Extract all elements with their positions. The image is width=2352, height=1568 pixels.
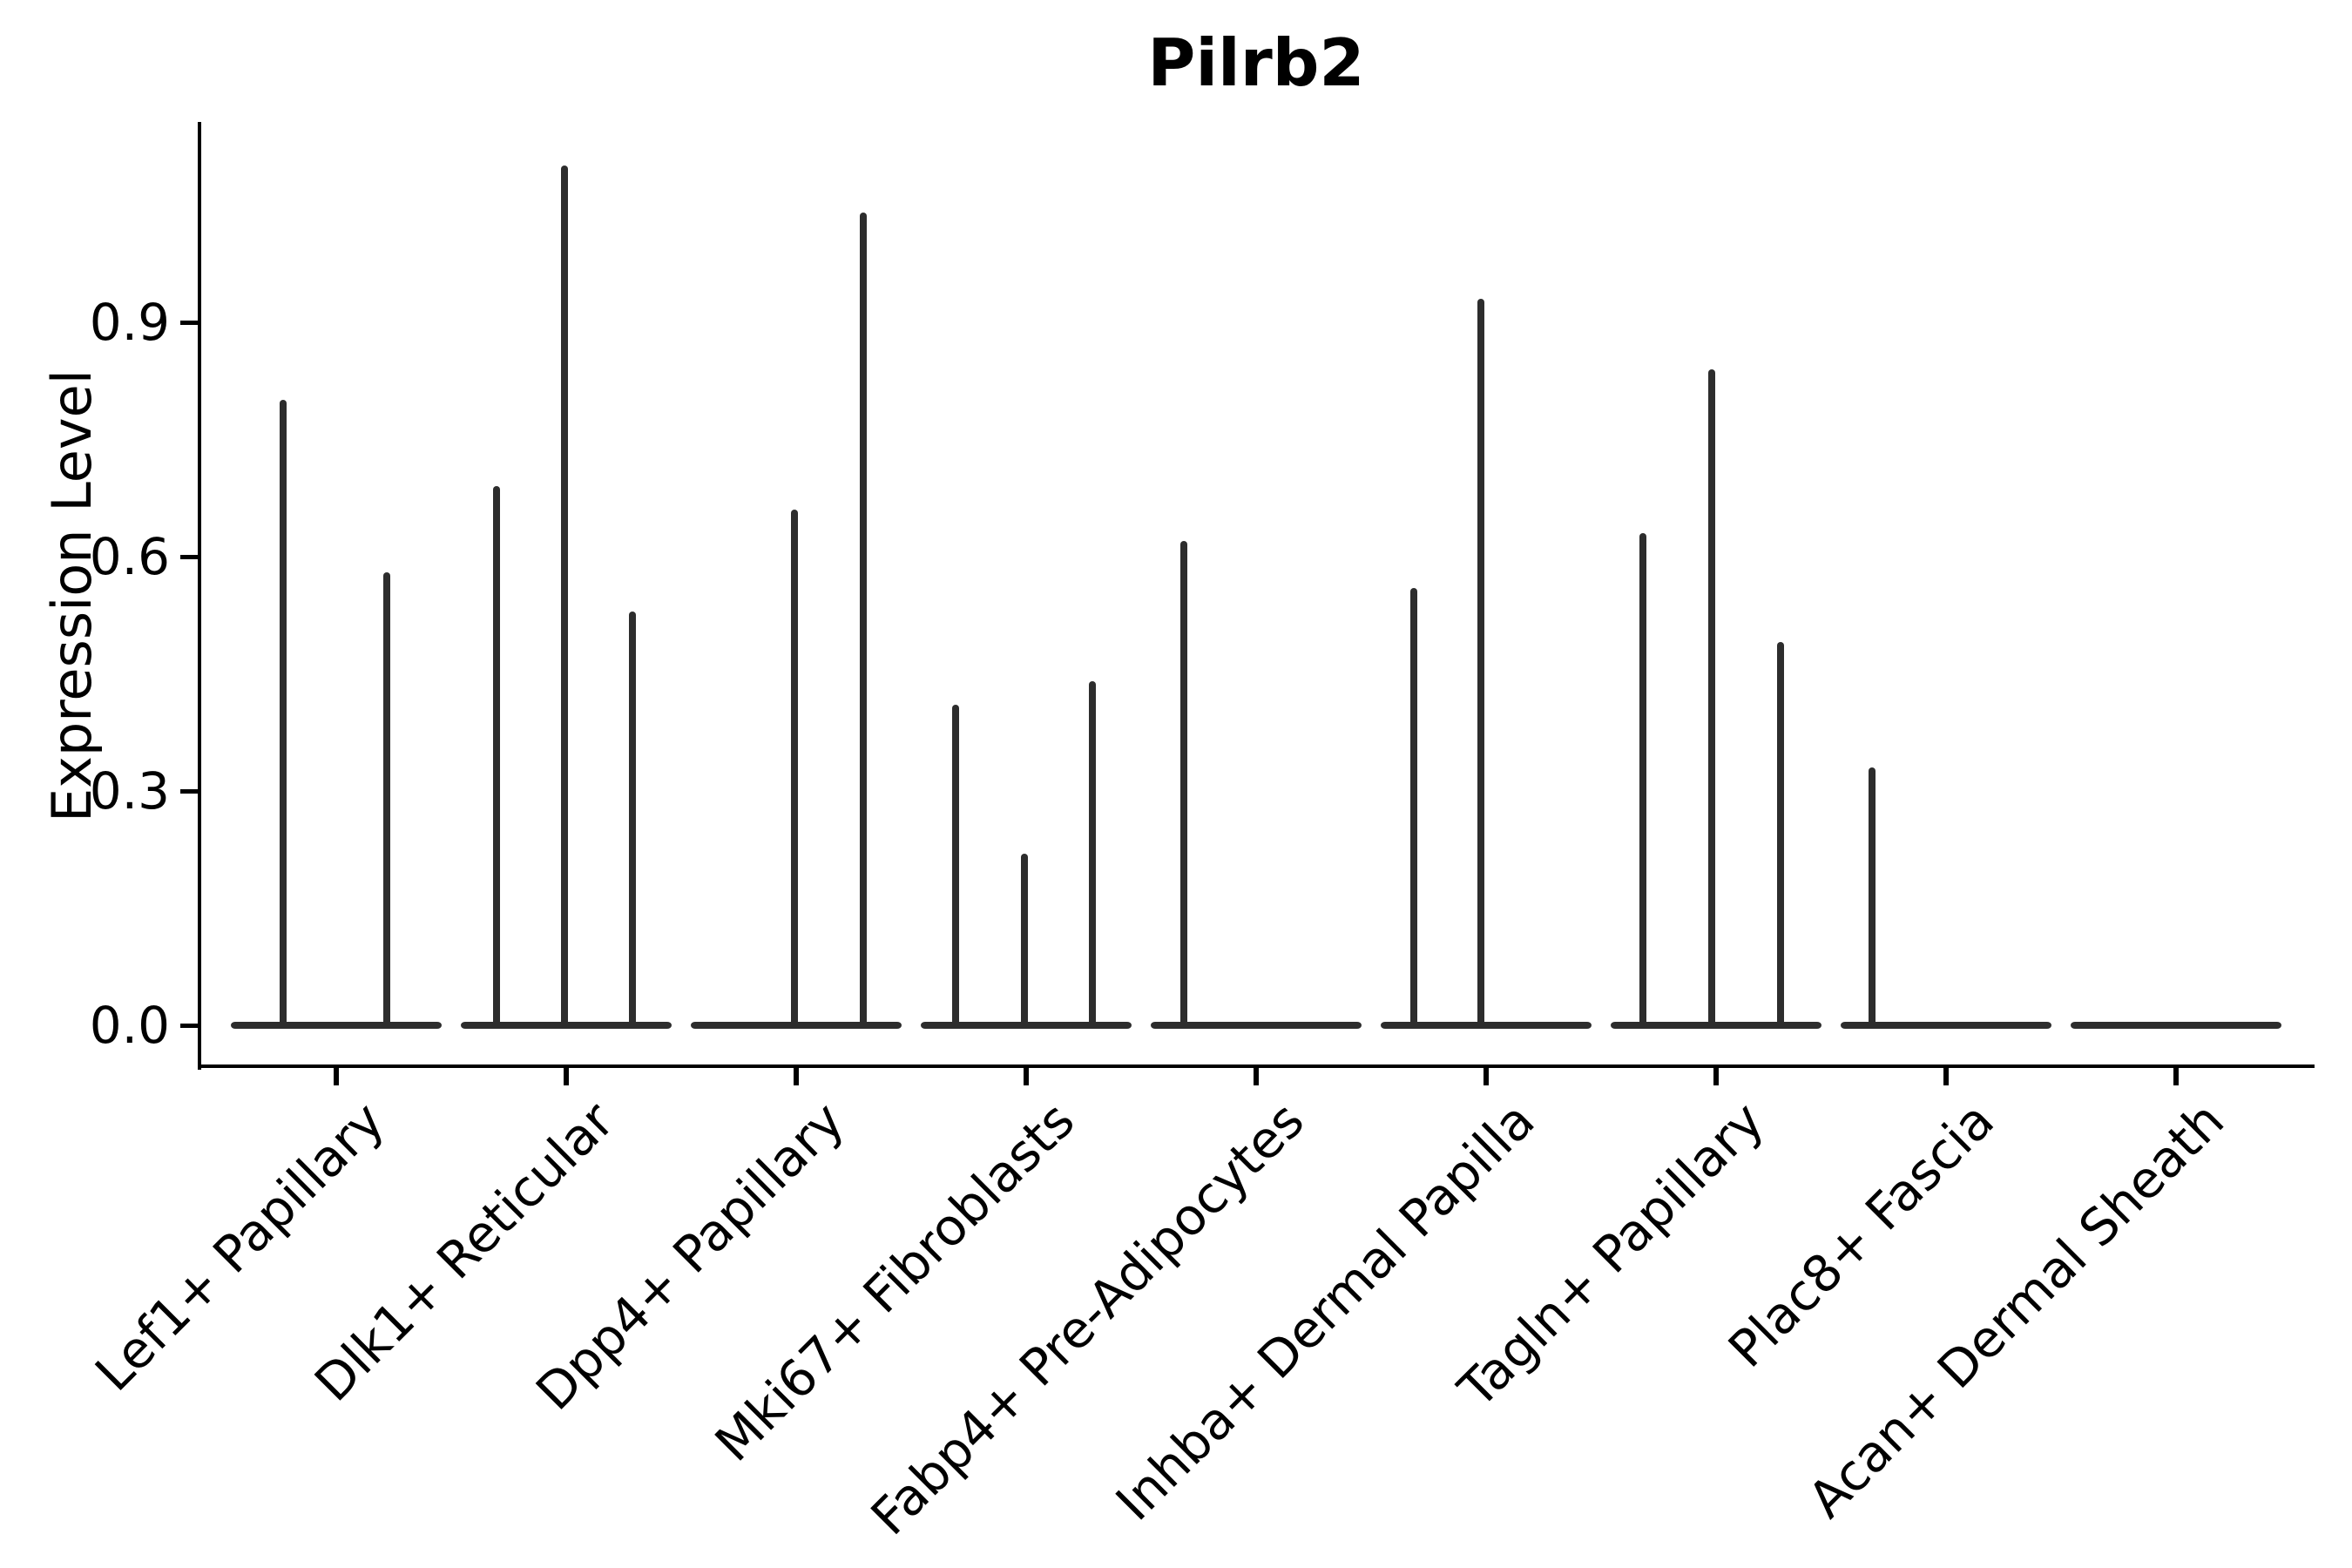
violin-base <box>1151 1022 1362 1029</box>
violin-spike <box>1708 368 1715 1025</box>
x-tick-label: Fabp4+ Pre-Adipocytes <box>859 1091 1316 1547</box>
violin-spike <box>280 400 287 1025</box>
violin-base <box>2071 1022 2281 1029</box>
violin-base <box>921 1022 1132 1029</box>
x-tick-label: Acan+ Dermal Sheath <box>1796 1091 2236 1530</box>
y-tick-label: 0.9 <box>89 292 170 352</box>
violin-base <box>1611 1022 1821 1029</box>
violin-base <box>1841 1022 2051 1029</box>
violin-base <box>1381 1022 1592 1029</box>
y-tick-label: 0.0 <box>89 996 170 1055</box>
x-tick <box>1254 1066 1259 1085</box>
violin-spike <box>493 486 500 1025</box>
x-tick <box>1484 1066 1489 1085</box>
violin-spike <box>1021 853 1028 1025</box>
violin-spike <box>383 571 390 1025</box>
violin-spike <box>791 509 798 1025</box>
y-tick <box>180 320 199 325</box>
x-tick <box>2173 1066 2179 1085</box>
y-axis-spine <box>198 122 201 1070</box>
violin-spike <box>1410 587 1417 1025</box>
x-tick <box>334 1066 339 1085</box>
x-tick-label: Inhba+ Dermal Papilla <box>1104 1091 1546 1532</box>
violin-base <box>461 1022 672 1029</box>
y-tick-label: 0.3 <box>89 760 170 821</box>
violin-base <box>231 1022 442 1029</box>
violin-spike <box>952 705 959 1025</box>
violin-spike <box>1639 532 1646 1025</box>
y-tick-label: 0.6 <box>89 526 170 586</box>
x-tick <box>794 1066 799 1085</box>
y-tick <box>180 554 199 559</box>
violin-spike <box>1180 540 1187 1025</box>
violin-spike <box>860 213 867 1025</box>
x-tick <box>1024 1066 1029 1085</box>
x-tick <box>564 1066 569 1085</box>
violin-spike <box>1869 767 1876 1025</box>
y-axis-label: Expression Level <box>40 369 104 822</box>
violin-spike <box>1089 681 1096 1025</box>
violin-spike <box>1477 298 1484 1025</box>
y-tick <box>180 788 199 794</box>
plot-title: Pilrb2 <box>1147 24 1365 101</box>
violin-spike <box>561 166 568 1025</box>
violin-spike <box>1777 642 1784 1025</box>
y-tick <box>180 1024 199 1028</box>
violin-spike <box>629 611 636 1025</box>
x-tick <box>1943 1066 1949 1085</box>
x-tick <box>1713 1066 1719 1085</box>
violin-base <box>691 1022 902 1029</box>
